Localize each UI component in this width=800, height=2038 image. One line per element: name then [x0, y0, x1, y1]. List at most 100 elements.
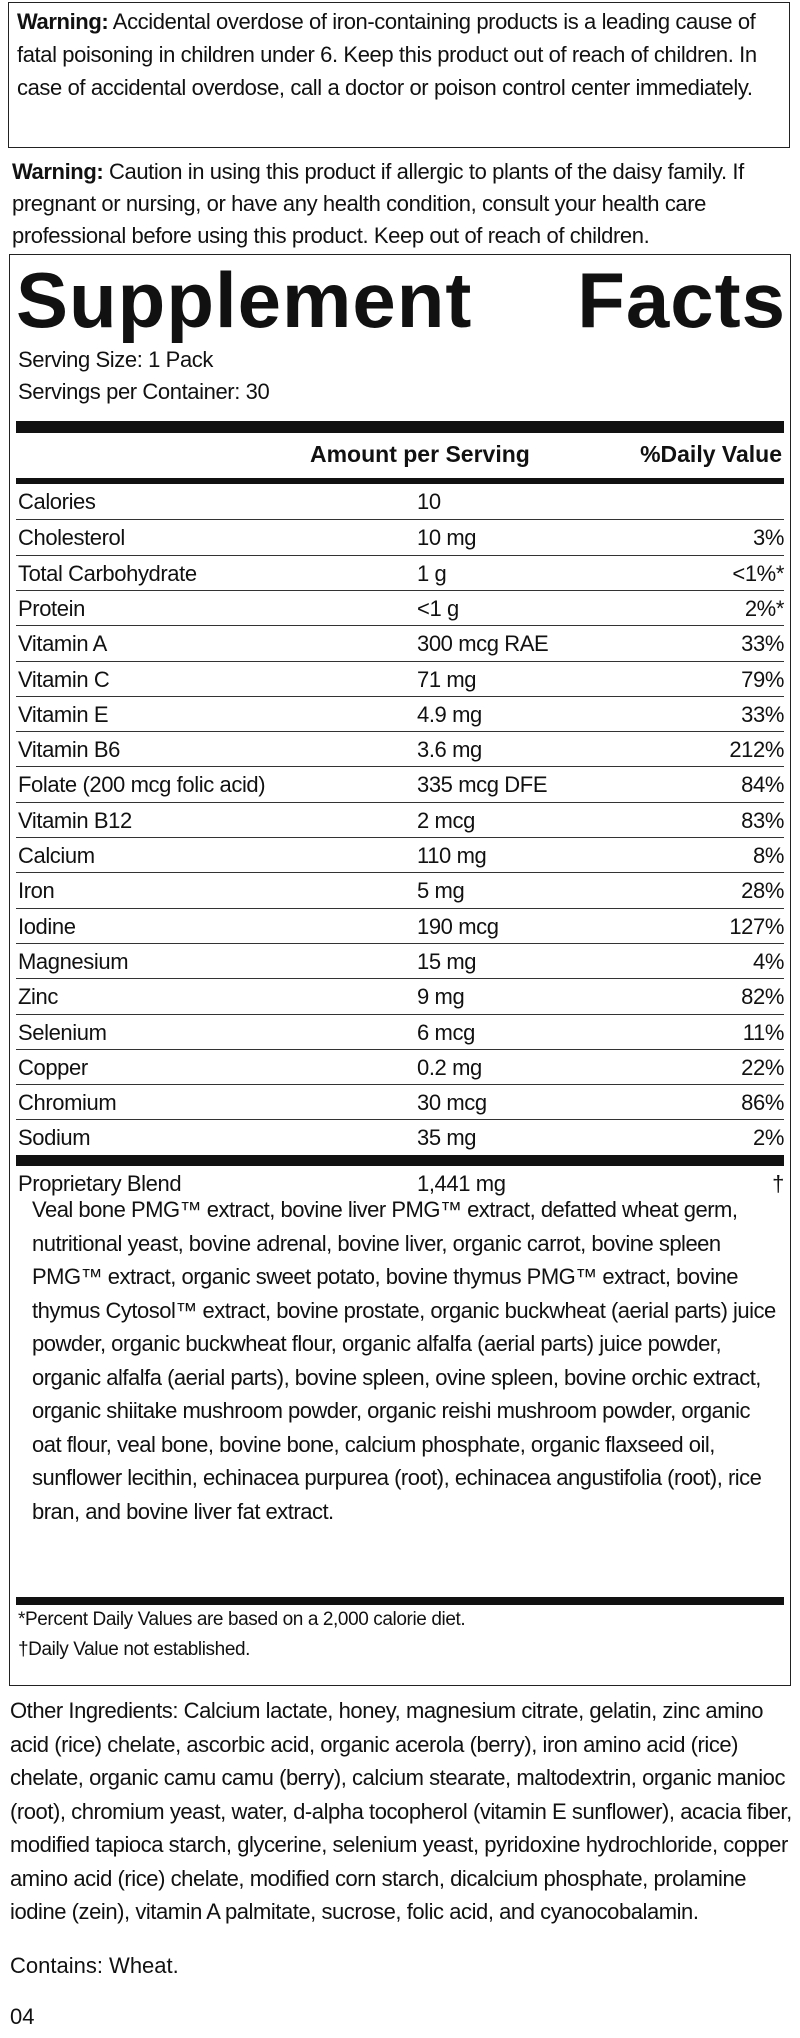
nutrient-amount: 10 — [417, 489, 441, 514]
nutrient-dv: 11% — [742, 1019, 785, 1045]
nutrient-name: Cholesterol — [18, 525, 125, 551]
nutrient-name: Copper — [18, 1054, 88, 1080]
nutrient-dv: 22% — [741, 1054, 784, 1080]
nutrient-dv: 33% — [741, 701, 784, 727]
nutrient-row: Chromium 30 mcg 86% — [16, 1084, 784, 1120]
nutrient-dv: 86% — [741, 1090, 784, 1116]
title-right: Facts — [577, 256, 786, 344]
nutrient-row: Vitamin C 71 mg 79% — [16, 660, 784, 697]
amount-header: Amount per Serving — [310, 441, 530, 467]
nutrient-name: Vitamin A — [18, 631, 107, 657]
nutrient-row: Vitamin B12 2 mcg 83% — [16, 801, 784, 838]
nutrient-name: Selenium — [18, 1019, 107, 1045]
allergen-statement: Contains: Wheat. — [10, 1953, 179, 1978]
warning-text: Caution in using this product if allergi… — [12, 159, 744, 248]
nutrient-dv: 83% — [741, 807, 784, 833]
warning-label: Warning: — [17, 9, 109, 34]
label-code: 04 — [10, 2004, 35, 2029]
nutrient-row: Iodine 190 mcg 127% — [16, 907, 784, 944]
nutrient-amount: 10 mg — [417, 525, 477, 551]
nutrient-dv: † — [772, 1171, 784, 1196]
thick-divider — [16, 1155, 784, 1166]
blend-ingredients: Veal bone PMG™ extract, bovine liver PMG… — [32, 1197, 776, 1524]
nutrient-row: Vitamin B6 3.6 mg 212% — [16, 731, 784, 767]
nutrient-name: Sodium — [18, 1125, 91, 1151]
nutrient-amount: 1,441 mg — [417, 1171, 506, 1196]
nutrient-row: Copper 0.2 mg 22% — [16, 1048, 784, 1085]
nutrient-dv: 82% — [741, 984, 784, 1010]
daily-value-header: %Daily Value — [640, 441, 782, 467]
proprietary-blend-row: Proprietary Blend 1,441 mg † — [16, 1166, 784, 1202]
nutrient-name: Folate (200 mcg folic acid) — [18, 772, 266, 798]
nutrient-row: Folate (200 mcg folic acid) 335 mcg DFE 84… — [16, 766, 784, 802]
nutrient-amount: 335 mcg DFE — [417, 772, 548, 798]
nutrient-amount: 2 mcg — [417, 807, 475, 833]
nutrient-dv: 33% — [741, 631, 784, 657]
warning-text: Accidental overdose of iron-containing p… — [17, 9, 757, 100]
nutrient-row: Iron 5 mg 28% — [16, 872, 784, 908]
nutrient-amount: <1 g — [417, 595, 459, 621]
nutrient-amount: 30 mcg — [417, 1090, 487, 1116]
nutrient-amount: 4.9 mg — [417, 701, 482, 727]
allergy-warning: Warning: Caution in using this product i… — [12, 156, 792, 252]
nutrient-amount: 5 mg — [417, 878, 465, 904]
nutrient-dv: 212% — [729, 737, 784, 763]
nutrient-row: Selenium 6 mcg 11% — [16, 1013, 785, 1050]
nutrient-amount: 300 mcg RAE — [417, 631, 549, 657]
warning-label: Warning: — [12, 159, 104, 184]
nutrient-name: Iodine — [18, 913, 76, 939]
nutrient-row: Vitamin E 4.9 mg 33% — [16, 695, 784, 732]
nutrient-row: Protein <1 g 2%* — [16, 589, 785, 626]
nutrient-amount: 6 mcg — [417, 1019, 475, 1045]
nutrient-row: Calories 10 — [16, 484, 784, 520]
nutrient-name: Vitamin B12 — [18, 807, 132, 833]
nutrient-name: Chromium — [18, 1090, 117, 1116]
nutrient-row: Calcium 110 mg 8% — [16, 837, 784, 873]
nutrient-dv: 127% — [729, 913, 784, 939]
nutrient-row: Vitamin A 300 mcg RAE 33% — [16, 625, 784, 661]
nutrient-amount: 3.6 mg — [417, 737, 482, 763]
supplement-facts-panel: Supplement Facts Serving Size: 1 Pack Ser… — [9, 254, 791, 1686]
nutrient-dv: 2% — [753, 1125, 784, 1151]
nutrient-amount: 190 mcg — [417, 913, 499, 939]
nutrient-row: Zinc 9 mg 82% — [16, 978, 784, 1014]
nutrient-dv: 2%* — [744, 595, 785, 621]
nutrient-dv: 79% — [741, 666, 784, 692]
thick-divider — [16, 1597, 784, 1605]
nutrient-name: Zinc — [18, 984, 58, 1010]
nutrient-name: Vitamin C — [18, 666, 110, 692]
panel-title: Supplement Facts — [16, 259, 786, 341]
nutrient-amount: 9 mg — [417, 984, 465, 1010]
nutrient-dv: <1%* — [732, 560, 784, 586]
nutrient-name: Vitamin B6 — [18, 737, 120, 763]
nutrient-amount: 15 mg — [417, 948, 477, 974]
nutrient-name: Iron — [18, 878, 55, 904]
footnote-dagger: †Daily Value not established. — [18, 1639, 251, 1660]
iron-warning: Warning: Accidental overdose of iron-con… — [8, 2, 790, 148]
servings-per-container: Servings per Container: 30 — [18, 379, 270, 404]
nutrient-name: Protein — [18, 595, 85, 621]
nutrient-amount: 1 g — [417, 560, 447, 586]
nutrient-name: Calcium — [18, 843, 95, 868]
nutrient-name: Vitamin E — [18, 701, 109, 727]
footnote-percent-dv: *Percent Daily Values are based on a 2,0… — [18, 1609, 466, 1630]
nutrient-name: Total Carbohydrate — [18, 560, 197, 586]
nutrient-amount: 110 mg — [417, 843, 487, 868]
nutrient-amount: 71 mg — [417, 666, 477, 692]
other-ingredients: Other Ingredients: Calcium lactate, hone… — [10, 1698, 792, 1924]
medium-divider — [16, 478, 784, 484]
nutrient-row: Sodium 35 mg 2% — [16, 1119, 784, 1155]
nutrient-dv: 3% — [753, 525, 784, 551]
title-left: Supplement — [16, 256, 473, 344]
thick-divider — [16, 421, 784, 433]
nutrient-name: Proprietary Blend — [18, 1171, 182, 1196]
nutrient-amount: 0.2 mg — [417, 1054, 482, 1080]
nutrient-dv: 84% — [741, 772, 784, 798]
nutrient-dv: 28% — [741, 878, 784, 904]
nutrient-row: Magnesium 15 mg 4% — [16, 942, 784, 979]
nutrient-row: Total Carbohydrate 1 g <1%* — [16, 554, 784, 591]
nutrient-amount: 35 mg — [417, 1125, 477, 1151]
nutrient-dv: 4% — [753, 948, 784, 974]
serving-size: Serving Size: 1 Pack — [18, 347, 213, 372]
nutrient-name: Calories — [18, 489, 96, 514]
